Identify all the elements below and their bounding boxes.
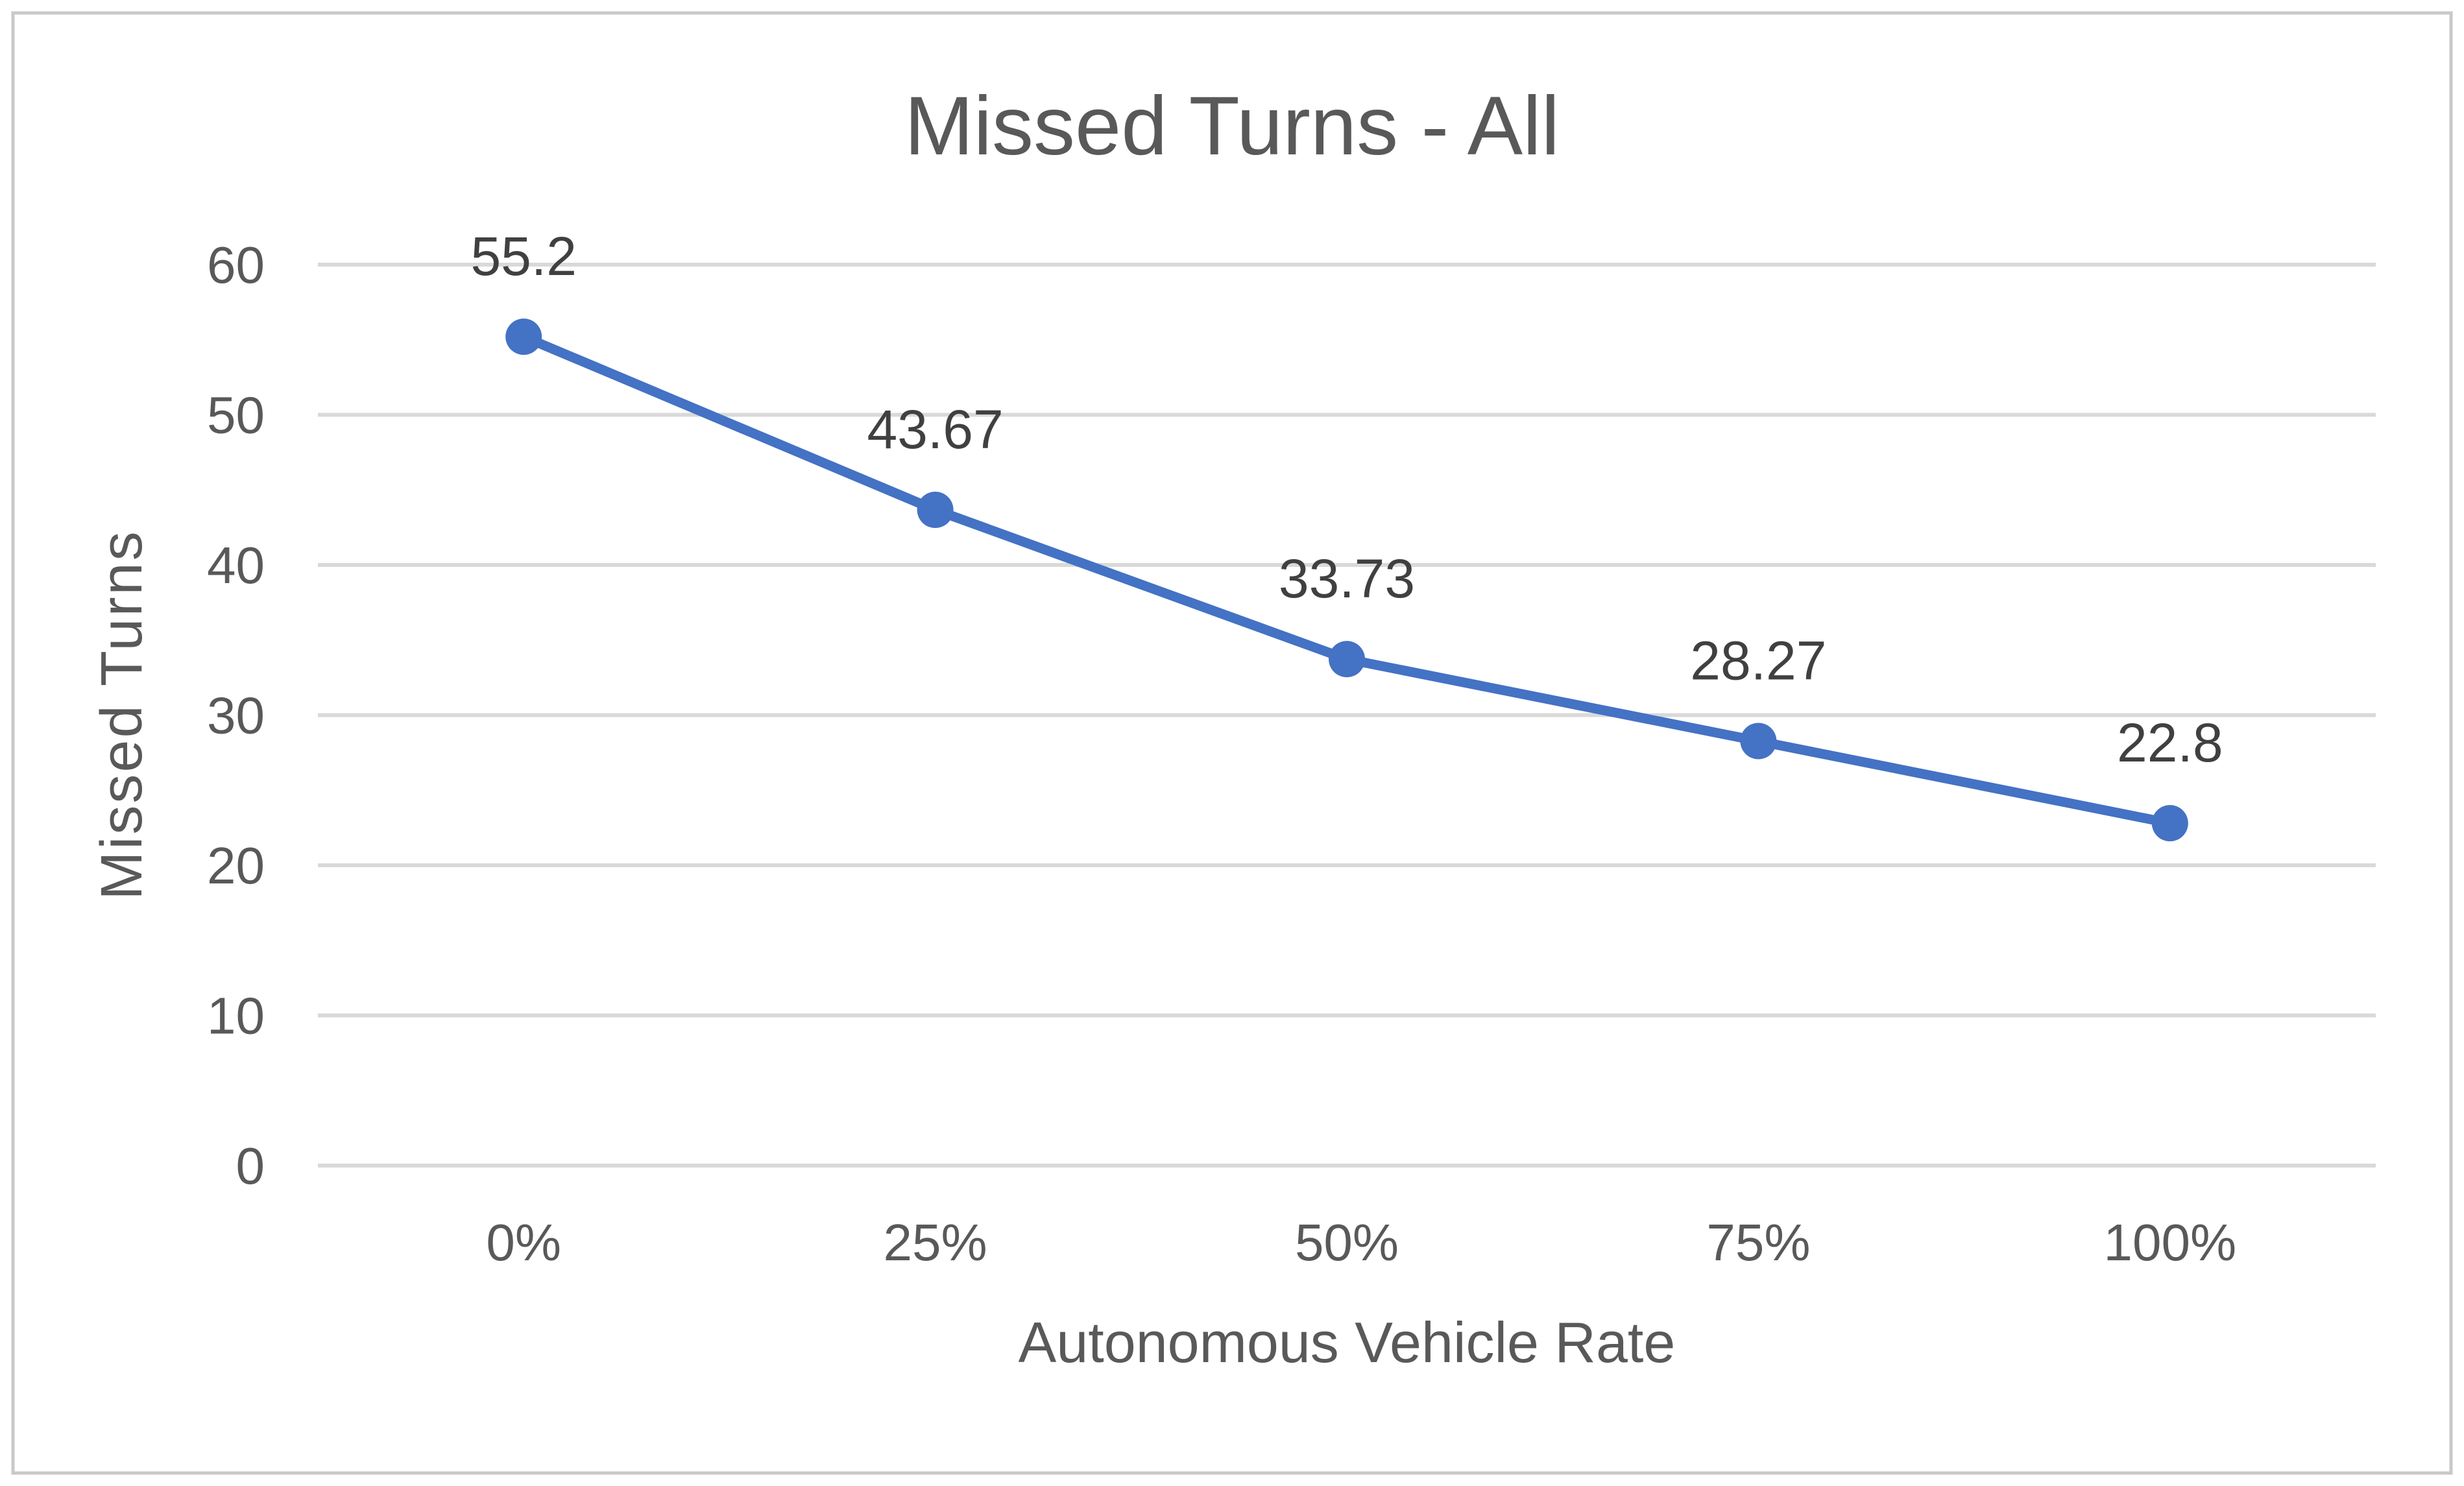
- y-tick-label: 40: [207, 536, 265, 594]
- data-label: 22.8: [2117, 712, 2223, 773]
- data-point-marker: [505, 318, 542, 355]
- data-label: 43.67: [867, 399, 1003, 460]
- y-axis-tick-labels: 0 10 20 30 40 50 60: [207, 236, 265, 1195]
- x-tick-label: 0%: [486, 1214, 561, 1271]
- x-tick-label: 100%: [2103, 1214, 2236, 1271]
- y-tick-label: 10: [207, 987, 265, 1045]
- data-point-marker: [917, 492, 954, 529]
- data-point-marker: [2151, 805, 2188, 842]
- data-label: 28.27: [1690, 630, 1826, 691]
- chart-border: [11, 11, 2453, 1475]
- series-group: [505, 318, 2188, 842]
- data-label: 33.73: [1279, 548, 1415, 609]
- y-tick-label: 0: [236, 1137, 265, 1195]
- x-axis-tick-labels: 0% 25% 50% 75% 100%: [486, 1214, 2236, 1271]
- data-point-marker: [1329, 641, 1365, 678]
- x-axis-title: Autonomous Vehicle Rate: [1019, 1310, 1676, 1374]
- y-axis-title: Missed Turns: [90, 529, 154, 900]
- chart-title: Missed Turns - All: [904, 80, 1560, 173]
- data-point-marker: [1740, 723, 1777, 760]
- data-label: 55.2: [470, 226, 577, 287]
- y-tick-label: 20: [207, 837, 265, 894]
- y-tick-label: 50: [207, 387, 265, 444]
- x-tick-label: 25%: [884, 1214, 987, 1271]
- gridlines-group: [318, 263, 2376, 1168]
- x-tick-label: 75%: [1706, 1214, 1810, 1271]
- y-tick-label: 60: [207, 236, 265, 294]
- y-tick-label: 30: [207, 687, 265, 745]
- data-labels-group: 55.2 43.67 33.73 28.27 22.8: [470, 226, 2223, 773]
- x-tick-label: 50%: [1295, 1214, 1399, 1271]
